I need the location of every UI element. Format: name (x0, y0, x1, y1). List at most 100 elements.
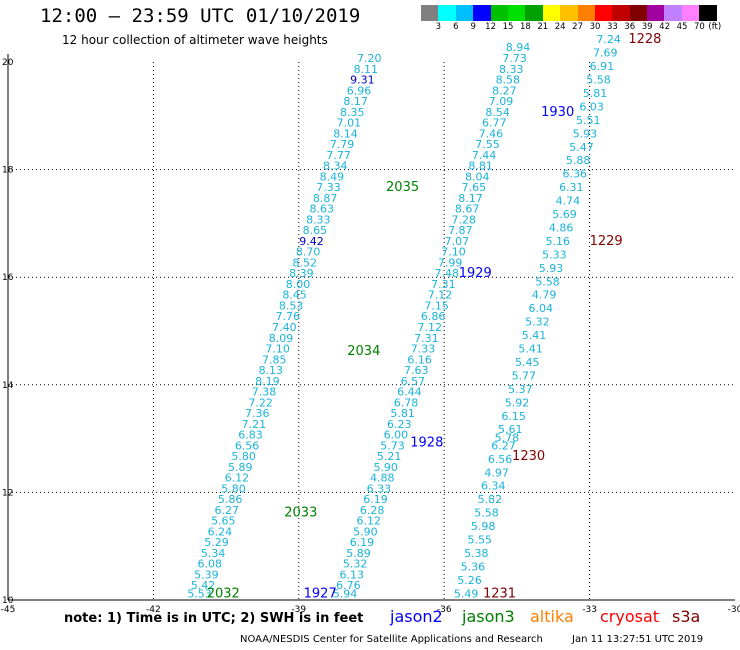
wave-height-value: 5.94 (333, 587, 358, 600)
color-swatch (438, 5, 456, 21)
wave-height-value: 8.81 (468, 160, 493, 173)
wave-height-value: 5.26 (457, 574, 482, 587)
wave-height-value: 8.11 (354, 63, 379, 76)
wave-height-value: 6.36 (562, 168, 587, 181)
color-scale-tick: 30 (589, 22, 601, 32)
wave-height-value: 5.33 (542, 248, 567, 261)
wave-height-value: 5.38 (464, 547, 489, 560)
wave-height-value: 6.83 (238, 429, 263, 442)
wave-height-value: 5.42 (191, 579, 216, 592)
wave-height-value: 8.70 (296, 246, 321, 259)
wave-height-value: 7.31 (414, 332, 439, 345)
y-tick-label: 18 (2, 166, 14, 176)
wave-height-value: 6.13 (340, 568, 365, 581)
legend-item-jason2: jason2 (390, 607, 443, 626)
wave-height-value: 8.09 (269, 332, 294, 345)
wave-height-value: 8.17 (343, 95, 368, 108)
wave-height-value: 5.89 (228, 461, 253, 474)
wave-height-value: 5.81 (583, 87, 608, 100)
wave-height-value: 5.73 (380, 439, 405, 452)
wave-height-value: 4.97 (484, 466, 509, 479)
color-swatch (664, 5, 682, 21)
wave-height-value: 7.01 (337, 117, 362, 130)
wave-height-value: 8.33 (499, 63, 524, 76)
wave-height-value: 5.47 (569, 141, 594, 154)
wave-height-value: 5.39 (194, 568, 219, 581)
wave-height-value: 9.42 (299, 235, 324, 248)
wave-height-value: 5.82 (478, 493, 503, 506)
color-scale-tick: 27 (572, 22, 584, 32)
wave-height-value: 5.61 (498, 423, 523, 436)
wave-height-value: 8.19 (255, 375, 280, 388)
wave-height-value: 5.78 (495, 431, 520, 444)
color-swatch (577, 5, 595, 21)
wave-height-value: 5.90 (353, 525, 378, 538)
wave-height-value: 6.33 (367, 482, 392, 495)
wave-height-value: 7.40 (272, 321, 297, 334)
wave-height-value: 8.58 (496, 74, 521, 87)
color-scale-tick: 18 (519, 22, 531, 32)
wave-height-value: 8.87 (313, 192, 338, 205)
x-tick-label: -39 (291, 605, 306, 615)
wave-height-value: 5.88 (566, 154, 591, 167)
footer-source: NOAA/NESDIS Center for Satellite Applica… (240, 634, 543, 645)
pass-time-label: 1231 (483, 586, 516, 601)
wave-height-values: 5.535.425.396.085.345.296.245.656.275.86… (187, 33, 621, 600)
wave-height-value: 5.55 (467, 534, 492, 547)
grid-lines (8, 62, 735, 600)
wave-height-value: 5.32 (525, 316, 550, 329)
wave-height-value: 5.41 (522, 329, 547, 342)
wave-height-value: 8.39 (289, 267, 314, 280)
wave-height-value: 6.34 (481, 480, 506, 493)
wave-height-value: 5.58 (586, 74, 611, 87)
wave-height-value: 5.90 (373, 461, 398, 474)
color-scale-tick: (ft) (708, 22, 722, 32)
wave-height-value: 8.33 (306, 213, 331, 226)
wave-height-value: 7.20 (357, 52, 382, 65)
color-scale-tick: 36 (624, 22, 636, 32)
wave-height-value: 6.12 (225, 472, 250, 485)
wave-height-value: 6.91 (590, 60, 615, 73)
wave-height-value: 6.03 (579, 100, 604, 113)
wave-height-value: 7.28 (451, 213, 476, 226)
wave-height-value: 7.85 (262, 353, 287, 366)
wave-height-value: 6.28 (360, 504, 385, 517)
color-scale-tick: 6 (453, 22, 459, 32)
color-scale-ticks: 3 6 9 12 15 18 21 24 27 30 33 36 39 42 45 70 (ft) (421, 22, 740, 34)
wave-height-value: 9.31 (350, 74, 375, 87)
wave-height-value: 6.27 (214, 504, 239, 517)
wave-height-value: 7.63 (404, 364, 429, 377)
x-tick-label: -42 (146, 605, 161, 615)
wave-height-value: 7.10 (441, 246, 466, 259)
wave-height-value: 5.58 (474, 507, 499, 520)
wave-height-value: 5.49 (454, 587, 479, 600)
wave-height-value: 8.27 (492, 84, 517, 97)
x-tick-label: -45 (1, 605, 16, 615)
wave-height-value: 7.79 (330, 138, 355, 151)
wave-height-value: 6.00 (384, 429, 409, 442)
color-scale-tick: 39 (641, 22, 653, 32)
wave-height-value: 7.31 (431, 278, 456, 291)
wave-height-value: 7.77 (326, 149, 351, 162)
pass-time-label: 1928 (410, 436, 443, 451)
pass-time-label: 2033 (284, 506, 317, 521)
color-scale-tick: 24 (554, 22, 566, 32)
wave-height-value: 5.65 (211, 515, 236, 528)
legend-item-s3a: s3a (672, 607, 701, 626)
wave-height-value: 8.35 (340, 106, 365, 119)
wave-height-value: 7.99 (438, 256, 463, 269)
wave-height-value: 7.76 (276, 310, 301, 323)
wave-height-value: 7.38 (252, 386, 277, 399)
x-tick-label: -30 (728, 605, 740, 615)
wave-height-value: 5.21 (377, 450, 402, 463)
wave-height-value: 8.53 (279, 299, 304, 312)
wave-height-value: 5.41 (518, 343, 543, 356)
wave-height-value: 5.89 (346, 547, 371, 560)
wave-height-value: 7.48 (435, 267, 460, 280)
wave-height-value: 7.33 (316, 181, 341, 194)
wave-height-value: 8.14 (333, 127, 358, 140)
wave-height-value: 8.67 (455, 203, 480, 216)
wave-height-value: 5.32 (343, 558, 368, 571)
wave-height-value: 5.80 (231, 450, 256, 463)
